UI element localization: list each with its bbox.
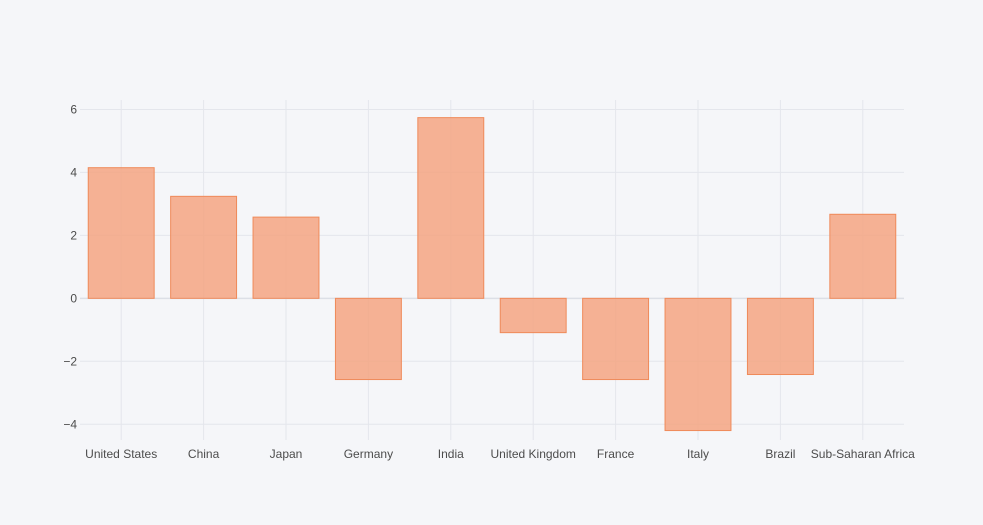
bar-japan[interactable]: [252, 216, 320, 299]
bar-united-kingdom[interactable]: [499, 297, 567, 334]
x-tick-label: Italy: [687, 447, 709, 461]
x-tick-label: Germany: [344, 447, 393, 461]
x-tick-label: Sub-Saharan Africa: [811, 447, 915, 461]
y-tick-label: 0: [70, 291, 77, 305]
y-tick-label: 2: [70, 228, 77, 242]
bars: [87, 117, 897, 432]
x-tick-label: United Kingdom: [491, 447, 576, 461]
bar-sub-saharan-africa[interactable]: [829, 213, 897, 299]
x-tick-label: France: [597, 447, 635, 461]
y-tick-label: 4: [70, 165, 77, 179]
bar-france[interactable]: [582, 297, 650, 381]
x-tick-label: Japan: [270, 447, 303, 461]
bar-italy[interactable]: [664, 297, 732, 432]
x-tick-label: India: [438, 447, 464, 461]
y-axis-ticks: −4 −2 0 2 4 6: [63, 102, 77, 431]
y-tick-label: 6: [70, 102, 77, 116]
y-tick-label: −4: [63, 417, 77, 431]
bar-germany[interactable]: [334, 297, 402, 381]
bar-united-states[interactable]: [87, 167, 155, 299]
x-tick-label: China: [188, 447, 220, 461]
x-tick-label: United States: [85, 447, 157, 461]
x-axis-ticks: United States China Japan Germany India Unite…: [85, 447, 915, 461]
y-tick-label: −2: [63, 354, 77, 368]
bar-brazil[interactable]: [746, 297, 814, 376]
bar-china[interactable]: [170, 195, 238, 299]
x-tick-label: Brazil: [765, 447, 795, 461]
bar-india[interactable]: [417, 117, 485, 299]
